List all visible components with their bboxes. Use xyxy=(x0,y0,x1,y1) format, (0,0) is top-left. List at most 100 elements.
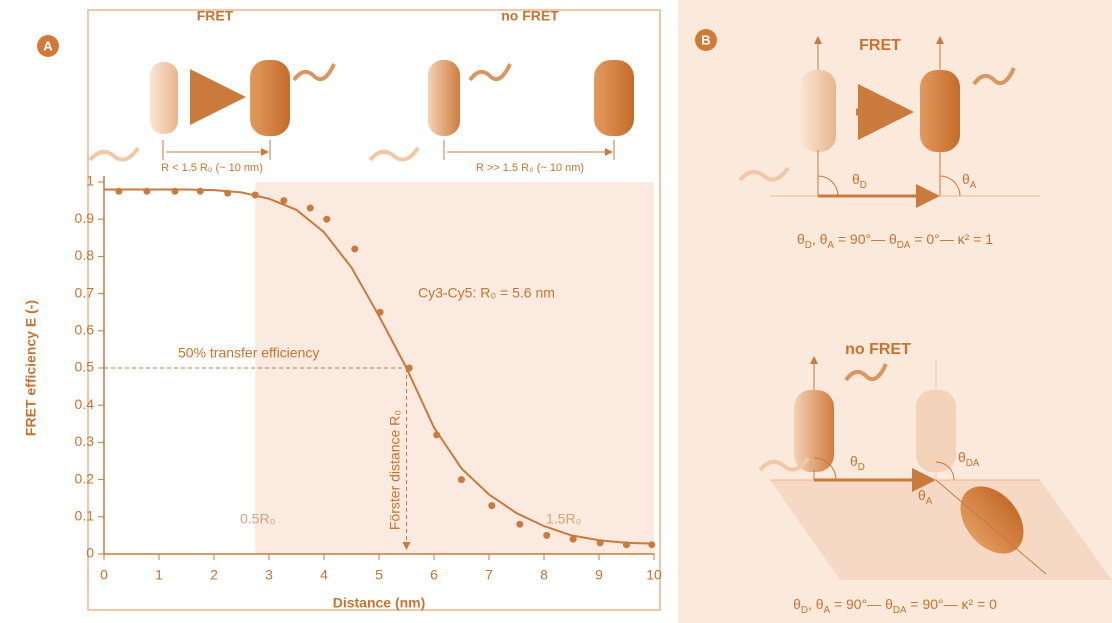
angle-label-part: D xyxy=(858,462,865,473)
annotation: 50% transfer efficiency xyxy=(178,345,319,361)
annotation: Cy3-Cy5: R₀ = 5.6 nm xyxy=(418,285,555,301)
y-tick-label: 0.3 xyxy=(75,433,95,449)
equation-part: = 90°— κ² = 0 xyxy=(907,596,998,612)
badge-label: B xyxy=(701,32,710,47)
y-tick-label: 0.1 xyxy=(75,508,95,524)
annotation: 0.5R₀ xyxy=(240,511,276,527)
donor xyxy=(428,60,460,136)
panel-a-frame xyxy=(87,9,661,611)
equation-part: A xyxy=(824,605,831,616)
data-point xyxy=(251,191,259,199)
equation-part: = 0°— κ² = 1 xyxy=(910,231,993,247)
angle-label: θD xyxy=(850,453,865,473)
y-tick-label: 0.2 xyxy=(75,470,95,486)
x-tick-label: 8 xyxy=(540,567,548,583)
angle-label-part: A xyxy=(970,180,977,191)
angle-label: θDA xyxy=(958,449,980,469)
equation-part: D xyxy=(801,605,808,616)
angle-label-part: D xyxy=(860,180,867,191)
data-point xyxy=(376,308,384,316)
y-tick-label: 0 xyxy=(86,545,94,561)
emission-wave xyxy=(292,63,336,82)
data-point xyxy=(543,531,551,539)
data-point xyxy=(323,215,331,223)
no-fret-label: no FRET xyxy=(501,8,559,24)
distance-label: R < 1.5 R₀ (~ 10 nm) xyxy=(161,162,263,174)
annotation: 1.5R₀ xyxy=(546,511,582,527)
fret-label: FRET xyxy=(859,37,901,54)
angle-label: θD xyxy=(852,171,867,191)
angle-label-part: θ xyxy=(852,171,860,187)
data-point xyxy=(306,204,314,212)
y-tick-label: 0.9 xyxy=(75,210,95,226)
annotation: Förster distance R₀ xyxy=(387,410,403,530)
angle-label-part: DA xyxy=(966,458,980,469)
fit-line xyxy=(104,188,655,545)
data-point xyxy=(623,541,630,549)
no-fret-label: no FRET xyxy=(845,341,911,358)
excitation-wave xyxy=(368,146,420,162)
excitation-wave xyxy=(88,146,140,162)
x-tick-label: 5 xyxy=(375,567,383,583)
badge xyxy=(695,29,717,51)
equation: θD, θA = 90°— θDA = 90°— κ² = 0 xyxy=(793,596,997,616)
data-point xyxy=(648,541,656,549)
angle-label-part: θ xyxy=(958,449,966,465)
x-tick-label: 3 xyxy=(265,567,273,583)
equation-part: , θ xyxy=(812,231,828,247)
data-point xyxy=(569,535,577,543)
x-axis-title: Distance (nm) xyxy=(333,595,426,611)
angle-label-part: θ xyxy=(850,453,858,469)
acceptor xyxy=(250,60,290,136)
data-point xyxy=(405,364,413,372)
data-point xyxy=(171,187,179,195)
angle-label-part: θ xyxy=(962,171,970,187)
y-tick-label: 0.6 xyxy=(75,322,95,338)
acceptor xyxy=(594,60,634,136)
data-point xyxy=(115,187,123,195)
panel-b-diagram xyxy=(738,36,1047,575)
y-axis-title: FRET efficiency E (-) xyxy=(23,300,39,436)
angle-label-part: A xyxy=(926,496,933,507)
equation-part: = 90°— θ xyxy=(830,596,893,612)
donor xyxy=(150,62,178,134)
data-point xyxy=(433,431,441,439)
panel-a-icons xyxy=(88,60,634,162)
data-point xyxy=(280,197,288,205)
angle-label-part: θ xyxy=(918,487,926,503)
distance-label: R >> 1.5 R₀ (~ 10 nm) xyxy=(476,162,584,174)
badge-label: A xyxy=(43,38,53,53)
badge xyxy=(37,35,59,57)
x-tick-label: 9 xyxy=(595,567,603,583)
equation-part: DA xyxy=(893,605,907,616)
x-tick-label: 0 xyxy=(100,567,108,583)
angle-label: θA xyxy=(918,487,933,507)
equation: θD, θA = 90°— θDA = 0°— κ² = 1 xyxy=(797,231,993,251)
angle-label: θA xyxy=(962,171,977,191)
x-tick-label: 6 xyxy=(430,567,438,583)
y-tick-label: 0.5 xyxy=(75,359,95,375)
data-point xyxy=(224,189,232,197)
x-tick-label: 7 xyxy=(485,567,493,583)
equation-part: DA xyxy=(897,240,911,251)
equation-part: θ xyxy=(797,231,805,247)
emission-wave xyxy=(468,63,512,82)
equation-part: θ xyxy=(793,596,801,612)
x-tick-label: 10 xyxy=(646,567,662,583)
equation-part: = 90°— θ xyxy=(834,231,897,247)
equation-part: A xyxy=(827,240,834,251)
x-tick-label: 4 xyxy=(320,567,328,583)
data-point xyxy=(516,520,524,528)
y-tick-label: 0.7 xyxy=(75,284,95,300)
y-tick-label: 0.4 xyxy=(75,396,95,412)
data-point xyxy=(143,187,151,195)
data-point xyxy=(458,476,465,484)
fret-label: FRET xyxy=(197,8,234,24)
x-tick-label: 1 xyxy=(155,567,163,583)
data-point xyxy=(196,187,204,195)
equation-part: D xyxy=(805,240,812,251)
plane xyxy=(770,480,1112,580)
y-tick-label: 1 xyxy=(86,173,94,189)
data-point xyxy=(351,245,359,253)
